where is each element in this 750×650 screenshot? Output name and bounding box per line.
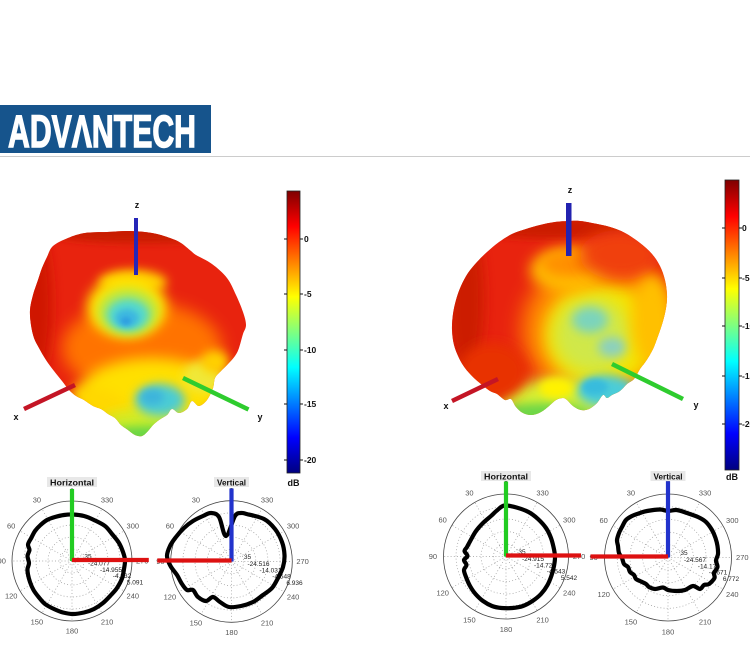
svg-text:-5: -5: [304, 289, 312, 299]
svg-text:5.091: 5.091: [127, 580, 144, 587]
svg-text:-14.17: -14.17: [698, 564, 717, 571]
svg-text:180: 180: [662, 627, 675, 636]
svg-text:35: 35: [518, 549, 526, 556]
svg-text:dB: dB: [288, 478, 300, 488]
svg-text:y: y: [257, 412, 262, 422]
svg-text:210: 210: [261, 619, 274, 628]
svg-text:-14.031: -14.031: [259, 568, 281, 575]
svg-text:30: 30: [192, 495, 200, 504]
svg-text:240: 240: [563, 589, 576, 598]
svg-text:35: 35: [84, 554, 92, 561]
svg-text:-24.077: -24.077: [88, 561, 110, 568]
svg-text:150: 150: [625, 617, 638, 626]
svg-text:6.772: 6.772: [723, 576, 740, 583]
svg-text:-10: -10: [742, 321, 750, 331]
svg-text:dB: dB: [726, 472, 738, 482]
svg-text:x: x: [443, 401, 448, 411]
svg-text:-4.548: -4.548: [272, 574, 291, 581]
svg-text:300: 300: [287, 521, 300, 530]
svg-text:210: 210: [536, 615, 549, 624]
svg-text:0: 0: [742, 223, 747, 233]
svg-text:-5: -5: [742, 273, 750, 283]
svg-text:330: 330: [699, 489, 712, 498]
svg-text:-15: -15: [742, 371, 750, 381]
svg-text:30: 30: [465, 489, 473, 498]
svg-text:60: 60: [439, 515, 447, 524]
svg-text:180: 180: [66, 627, 79, 636]
svg-text:210: 210: [101, 617, 114, 626]
svg-text:60: 60: [600, 516, 608, 525]
svg-text:-14.729: -14.729: [534, 563, 556, 570]
svg-text:z: z: [135, 200, 140, 210]
svg-text:35: 35: [680, 550, 688, 557]
svg-text:150: 150: [31, 617, 44, 626]
svg-text:180: 180: [225, 628, 238, 637]
svg-text:30: 30: [33, 496, 41, 505]
svg-text:210: 210: [699, 617, 712, 626]
svg-text:Horizontal: Horizontal: [50, 478, 94, 488]
svg-text:240: 240: [127, 592, 140, 601]
svg-text:-4.543: -4.543: [547, 569, 566, 576]
svg-text:300: 300: [726, 516, 739, 525]
svg-text:-20: -20: [742, 419, 750, 429]
svg-text:330: 330: [536, 489, 549, 498]
svg-text:270: 270: [736, 553, 749, 562]
svg-text:z: z: [568, 185, 573, 195]
svg-text:-24.567: -24.567: [684, 557, 706, 564]
svg-text:270: 270: [296, 557, 309, 566]
svg-text:240: 240: [287, 593, 300, 602]
svg-text:-10: -10: [304, 345, 317, 355]
svg-text:-24.915: -24.915: [522, 556, 544, 563]
svg-text:-14.955: -14.955: [100, 567, 122, 574]
svg-text:180: 180: [500, 625, 513, 634]
svg-text:-24.516: -24.516: [247, 561, 269, 568]
svg-text:120: 120: [5, 592, 18, 601]
svg-text:-15: -15: [304, 399, 317, 409]
svg-text:150: 150: [190, 619, 203, 628]
svg-text:5.542: 5.542: [561, 575, 578, 582]
svg-text:x: x: [13, 412, 18, 422]
svg-text:35: 35: [244, 554, 252, 561]
svg-text:90: 90: [429, 552, 437, 561]
svg-text:240: 240: [726, 590, 739, 599]
svg-text:300: 300: [563, 515, 576, 524]
svg-text:0: 0: [304, 234, 309, 244]
svg-text:300: 300: [127, 521, 140, 530]
svg-text:90: 90: [0, 557, 6, 566]
svg-text:y: y: [693, 400, 698, 410]
svg-text:120: 120: [597, 590, 610, 599]
svg-text:330: 330: [101, 496, 114, 505]
svg-text:30: 30: [627, 489, 635, 498]
svg-text:6.936: 6.936: [286, 580, 303, 587]
svg-text:Vertical: Vertical: [217, 478, 246, 488]
svg-text:60: 60: [166, 521, 174, 530]
svg-text:120: 120: [164, 593, 177, 602]
svg-text:Vertical: Vertical: [654, 472, 683, 482]
svg-text:Horizontal: Horizontal: [484, 472, 528, 482]
svg-text:120: 120: [436, 589, 449, 598]
svg-text:ADVΛNTECH: ADVΛNTECH: [8, 106, 196, 157]
svg-text:60: 60: [7, 521, 15, 530]
svg-text:-4.671: -4.671: [709, 570, 728, 577]
svg-text:-20: -20: [304, 455, 317, 465]
svg-text:150: 150: [463, 615, 476, 624]
svg-text:330: 330: [261, 495, 274, 504]
